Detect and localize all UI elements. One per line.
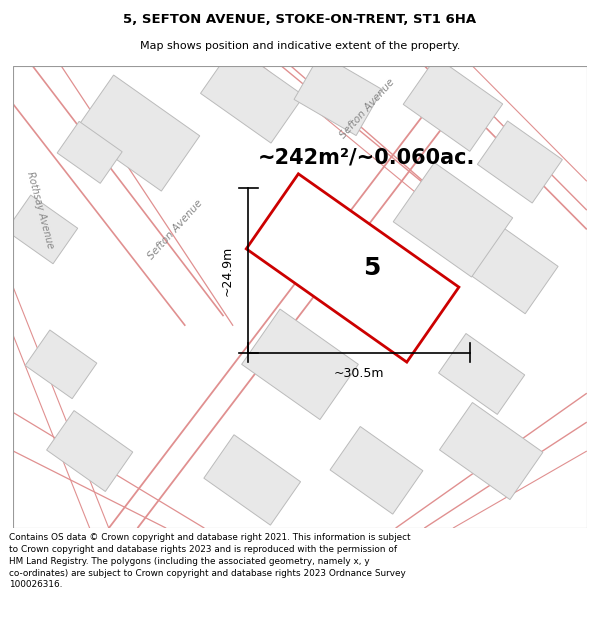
Polygon shape [393,162,512,277]
Bar [13,66,587,528]
Polygon shape [403,57,503,151]
Polygon shape [478,121,562,203]
Text: ~30.5m: ~30.5m [334,368,385,380]
Polygon shape [75,75,200,191]
Polygon shape [246,174,459,362]
Text: Contains OS data © Crown copyright and database right 2021. This information is : Contains OS data © Crown copyright and d… [9,533,410,589]
Polygon shape [25,330,97,399]
Text: 5, SEFTON AVENUE, STOKE-ON-TRENT, ST1 6HA: 5, SEFTON AVENUE, STOKE-ON-TRENT, ST1 6H… [124,13,476,26]
Text: 5: 5 [363,256,380,280]
Text: ~242m²/~0.060ac.: ~242m²/~0.060ac. [258,147,476,167]
Polygon shape [330,426,423,514]
Polygon shape [242,309,358,419]
Polygon shape [463,222,558,314]
Text: Sefton Avenue: Sefton Avenue [146,198,205,261]
Polygon shape [6,195,78,264]
Text: ~24.9m: ~24.9m [221,245,234,296]
Polygon shape [57,121,122,183]
Polygon shape [200,46,304,143]
Polygon shape [439,334,525,414]
Polygon shape [204,435,301,525]
Text: Sefton Avenue: Sefton Avenue [338,78,396,141]
Text: Map shows position and indicative extent of the property.: Map shows position and indicative extent… [140,41,460,51]
Polygon shape [294,54,382,136]
Text: Rothsay Avenue: Rothsay Avenue [25,171,55,250]
Polygon shape [440,402,543,499]
Polygon shape [47,411,133,491]
